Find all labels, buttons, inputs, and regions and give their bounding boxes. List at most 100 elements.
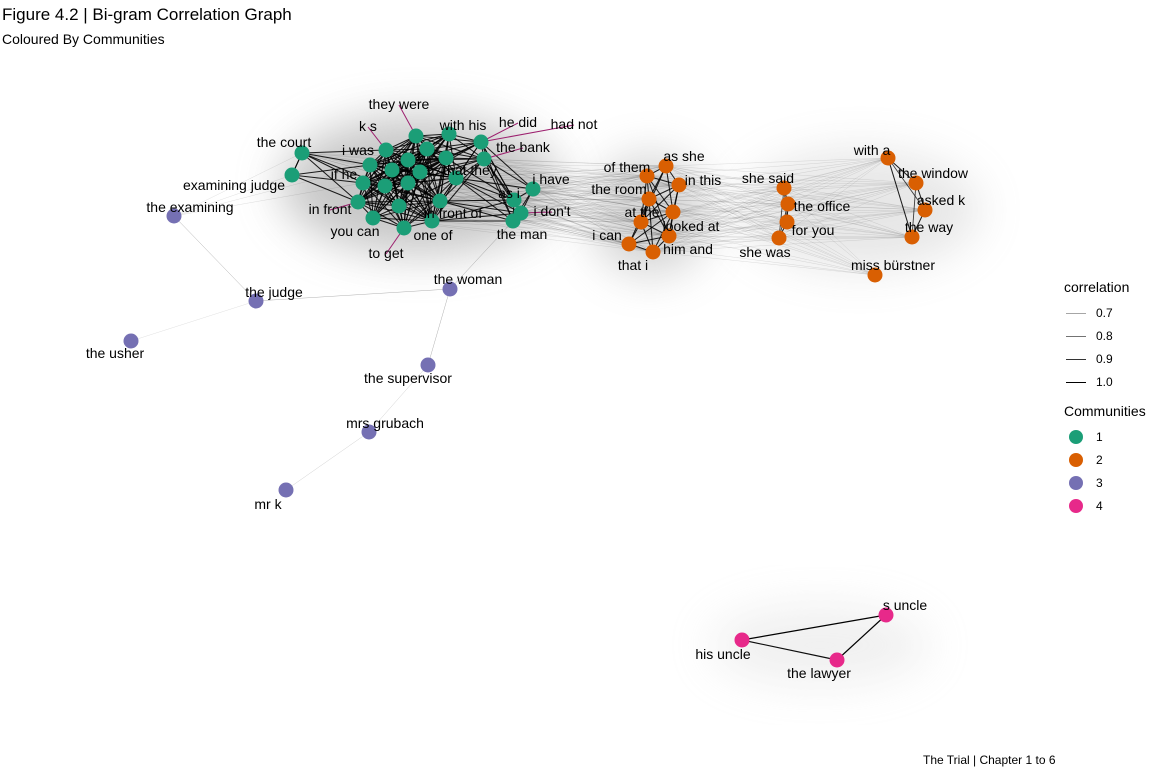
node-label: the usher — [86, 345, 145, 361]
graph-node — [278, 482, 294, 498]
bridge-edge — [646, 175, 789, 205]
graph-node — [412, 164, 428, 180]
graph-node — [350, 194, 366, 210]
graph-node — [378, 142, 394, 158]
bridge-edge — [301, 152, 630, 245]
bridge-edge — [173, 182, 364, 217]
bridge-edge — [513, 165, 667, 201]
bridge-edge — [786, 157, 889, 223]
correlation-legend-item: 0.8 — [1064, 324, 1129, 347]
figure-title: Figure 4.2 | Bi-gram Correlation Graph — [2, 5, 292, 24]
bridge-edge — [665, 165, 788, 223]
graph-node — [284, 167, 300, 183]
node-label: his uncle — [695, 646, 750, 662]
bridge-edge — [513, 175, 648, 201]
correlation-edge — [836, 614, 887, 661]
graph-node — [442, 281, 458, 297]
correlation-key-line — [1066, 358, 1086, 360]
bridge-edge — [532, 188, 670, 237]
bridge-edge — [646, 175, 913, 238]
bridge-edge — [520, 184, 680, 214]
cluster-edge — [455, 177, 514, 222]
bridge-edge — [778, 237, 876, 276]
label-leader-line — [480, 124, 575, 143]
bridge-edge — [778, 209, 926, 239]
node-label: the woman — [434, 271, 502, 287]
correlation-edge — [887, 157, 913, 238]
bridge-edge — [668, 235, 780, 239]
node-label: the judge — [245, 284, 303, 300]
bridge-edge — [455, 177, 642, 223]
bridge-edge — [665, 157, 889, 167]
bridge-edge — [668, 157, 889, 237]
graph-node — [665, 204, 681, 220]
graph-node — [362, 157, 378, 173]
bridge-edge — [652, 203, 789, 253]
cluster-edge — [391, 169, 433, 222]
cluster-edge — [391, 157, 447, 171]
cluster-edge — [357, 149, 387, 203]
node-label: i can — [592, 227, 622, 243]
cluster-edge — [369, 148, 428, 166]
bridge-edge — [532, 184, 680, 190]
bridge-edge — [678, 184, 926, 211]
community-legend-label: 3 — [1096, 475, 1103, 490]
cluster-edge — [403, 157, 447, 229]
correlation-edge — [741, 614, 887, 641]
bridge-edge — [520, 198, 650, 214]
node-label: with his — [439, 117, 487, 133]
cluster-edge — [369, 133, 450, 166]
bridge-edge — [512, 175, 648, 222]
bridge-edge — [455, 177, 670, 237]
bridge-edge — [512, 198, 650, 222]
bridge-edge — [512, 211, 674, 222]
bridge-edge — [783, 187, 926, 211]
graph-node — [776, 180, 792, 196]
correlation-key-line — [1066, 335, 1086, 337]
cluster-edge — [483, 158, 534, 190]
bridge-edge — [173, 174, 293, 217]
cluster-edge — [384, 185, 433, 222]
bridge-edge — [652, 157, 889, 253]
node-label: examining judge — [183, 177, 285, 193]
graph-node — [867, 267, 883, 283]
graph-node — [621, 236, 637, 252]
bridge-edge — [173, 152, 303, 217]
community-swatch — [1069, 429, 1083, 444]
node-label: i was — [342, 142, 374, 158]
cluster-edge — [426, 141, 482, 150]
bridge-edge — [173, 164, 371, 217]
graph-node — [734, 632, 750, 648]
bridge-edge — [439, 200, 630, 245]
community-swatch — [1069, 452, 1083, 467]
node-label: the court — [257, 134, 312, 150]
graph-node — [476, 151, 492, 167]
bridge-edge — [646, 175, 876, 276]
bridge-edge — [640, 187, 785, 223]
bridge-edge — [483, 158, 667, 167]
community-legend-item: 1 — [1064, 425, 1146, 448]
graph-node — [641, 191, 657, 207]
graph-node — [166, 208, 182, 224]
node-label: looked at — [663, 218, 720, 234]
node-label: they were — [369, 96, 430, 112]
graph-node — [506, 192, 522, 208]
graph-node — [658, 158, 674, 174]
cluster-edge — [648, 198, 654, 253]
bridge-edge — [668, 209, 926, 237]
bridge-edge — [455, 175, 648, 179]
node-label: for you — [792, 222, 835, 238]
bridge-edge — [628, 209, 926, 245]
graph-node — [661, 228, 677, 244]
correlation-key-line — [1066, 381, 1086, 383]
graph-node — [355, 175, 371, 191]
node-label: had not — [551, 116, 598, 132]
graph-node — [780, 196, 796, 212]
graph-node — [396, 220, 412, 236]
cluster-edge — [357, 169, 393, 203]
bridge-edge — [483, 158, 648, 177]
bridge-edge — [640, 203, 789, 223]
community-swatch — [1069, 498, 1083, 513]
bridge-edge — [786, 221, 876, 276]
bridge-edge — [678, 182, 917, 186]
